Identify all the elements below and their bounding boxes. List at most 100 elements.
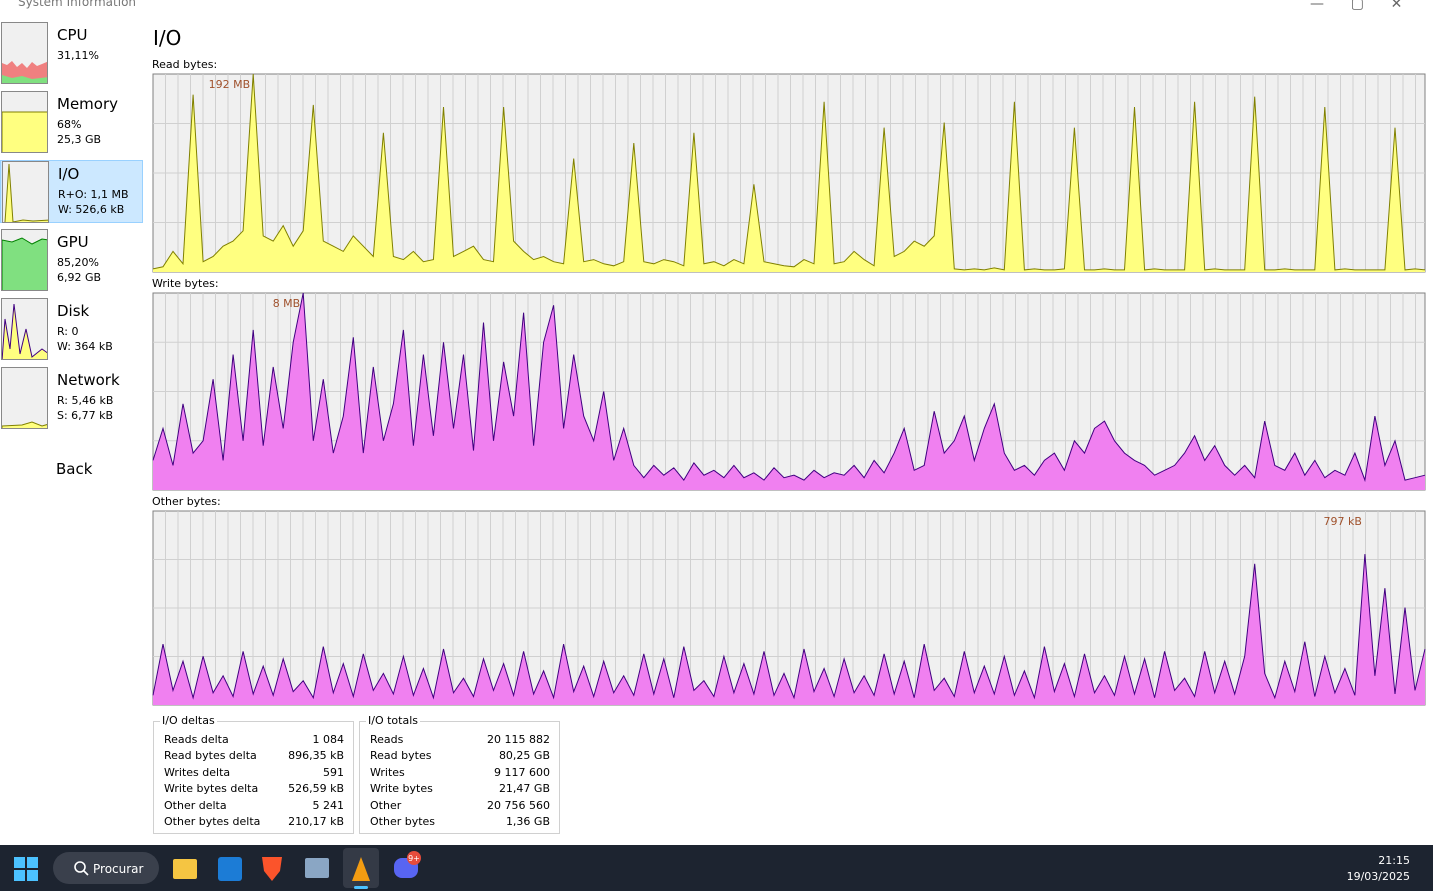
stat-label: Read bytes delta: [164, 749, 257, 763]
item-detail: 68%: [57, 118, 82, 131]
explorer-icon[interactable]: [173, 859, 197, 879]
line: [152, 73, 1426, 271]
search-icon: [83, 870, 89, 876]
thumbnail: [2, 161, 49, 223]
line: [152, 554, 1426, 700]
item-label: Disk: [57, 302, 90, 320]
thumbnail-graph: [4, 163, 48, 222]
graph-label: Read bytes:: [152, 58, 218, 71]
stat-label: Write bytes delta: [164, 782, 259, 796]
item-detail: W: 526,6 kB: [58, 203, 125, 216]
thumbnail: [1, 298, 48, 360]
search-icon: [74, 861, 86, 873]
taskbar-icons: Procurar 9+ 21:15 19/03/2025: [14, 848, 1410, 889]
stat-row: Other delta 5 241: [164, 799, 344, 812]
outlook-icon[interactable]: [218, 857, 242, 881]
stat-value: 20 115 882: [487, 733, 550, 746]
start-button[interactable]: [14, 857, 38, 881]
thumbnail-graph: [2, 303, 47, 359]
item-detail: W: 364 kB: [57, 340, 113, 353]
clock-time: 21:15: [1378, 854, 1410, 867]
peak-label: 8 MB: [273, 297, 301, 310]
window-title: System Information: [18, 0, 137, 9]
stat-label: Write bytes: [370, 782, 433, 796]
sidebar-item[interactable]: Network R: 5,46 kB S: 6,77 kB: [0, 367, 143, 430]
item-label: I/O: [58, 165, 80, 183]
stat-row: Writes delta 591: [164, 766, 344, 779]
graph-label: Other bytes:: [152, 495, 221, 508]
active-indicator: [354, 886, 368, 889]
item-detail: 25,3 GB: [57, 133, 102, 146]
line: [152, 292, 1426, 483]
item-label: CPU: [57, 26, 88, 44]
item-detail: R: 0: [57, 325, 79, 338]
item-detail: 6,92 GB: [57, 271, 102, 284]
stat-label: Reads: [370, 733, 404, 746]
stat-label: Writes: [370, 765, 405, 779]
item-label: Network: [57, 371, 120, 389]
app-icon[interactable]: [305, 858, 329, 878]
item-label: GPU: [57, 233, 89, 251]
back-button[interactable]: Back: [56, 460, 93, 478]
item-detail: 85,20%: [57, 256, 99, 269]
stat-row: Reads 20 115 882: [370, 733, 550, 746]
stat-row: Write bytes 21,47 GB: [370, 782, 550, 795]
sidebar-item[interactable]: CPU 31,11%: [0, 22, 143, 85]
stat-value: 1 084: [312, 733, 345, 746]
stat-value: 526,59 kB: [288, 782, 344, 796]
stat-value: 1,36 GB: [505, 815, 550, 828]
stat-row: Read bytes 80,25 GB: [370, 749, 550, 762]
thumbnail: [1, 91, 48, 153]
stat-value: 896,35 kB: [288, 749, 344, 763]
stat-label: Other bytes delta: [164, 815, 261, 828]
stat-row: Read bytes delta 896,35 kB: [164, 749, 344, 762]
stat-row: Other 20 756 560: [370, 799, 550, 812]
sidebar-item[interactable]: Memory 68% 25,3 GB: [0, 91, 143, 154]
item-detail: R+O: 1,1 MB: [58, 188, 129, 201]
stat-value: 80,25 GB: [498, 749, 550, 763]
sidebar-item[interactable]: GPU 85,20% 6,92 GB: [0, 229, 143, 292]
stat-label: Other bytes: [370, 815, 436, 828]
sidebar-item[interactable]: Disk R: 0 W: 364 kB: [0, 298, 143, 361]
sidebar-item[interactable]: I/O R+O: 1,1 MB W: 526,6 kB: [0, 160, 143, 223]
stat-row: Other bytes delta 210,17 kB: [164, 815, 344, 828]
item-detail: R: 5,46 kB: [57, 394, 114, 407]
graphs: 192 MB 8 MB 797 kB: [152, 73, 1426, 706]
graph-label: Write bytes:: [152, 277, 219, 290]
thumbnail-graph: [2, 237, 47, 290]
app-icon: [352, 857, 370, 881]
stat-value: 591: [323, 765, 344, 779]
stat-label: Writes delta: [164, 765, 231, 779]
stat-row: Other bytes 1,36 GB: [370, 815, 550, 828]
search-text: Procurar: [93, 862, 144, 876]
item-label: Memory: [57, 95, 119, 113]
brave-icon[interactable]: [262, 857, 282, 881]
thumbnail-graph: [2, 61, 47, 83]
thumbnail: [1, 229, 48, 291]
io-totals: I/O totals Reads 20 115 882 Read bytes 80,25…: [359, 714, 560, 834]
io-deltas: I/O deltas Reads delta 1 084 Read bytes del…: [153, 714, 354, 834]
stat-value: 5 241: [312, 798, 345, 812]
badge-text: 9+: [408, 854, 420, 863]
peak-label: 797 kB: [1323, 515, 1361, 528]
stat-row: Write bytes delta 526,59 kB: [164, 782, 344, 795]
search-box[interactable]: [53, 852, 159, 884]
stat-value: 21,47 GB: [498, 782, 550, 796]
area-fill: [153, 293, 1425, 490]
area-fill: [153, 554, 1425, 705]
stat-row: Reads delta 1 084: [164, 733, 344, 746]
peak-label: 192 MB: [209, 78, 251, 91]
clock-date: 19/03/2025: [1347, 870, 1410, 883]
group-title: I/O deltas: [160, 714, 217, 727]
thumbnail: [1, 22, 48, 84]
thumbnail-graph: [2, 111, 47, 152]
taskbar: Procurar 9+ 21:15 19/03/2025: [0, 845, 1433, 891]
stat-label: Other delta: [164, 798, 227, 812]
window-controls[interactable]: — ▢ ✕: [1310, 0, 1403, 12]
item-detail: 31,11%: [57, 49, 99, 62]
stat-row: Writes 9 117 600: [370, 766, 550, 779]
group-title: I/O totals: [366, 714, 420, 727]
stat-value: 20 756 560: [487, 798, 550, 812]
stat-label: Reads delta: [164, 733, 229, 746]
